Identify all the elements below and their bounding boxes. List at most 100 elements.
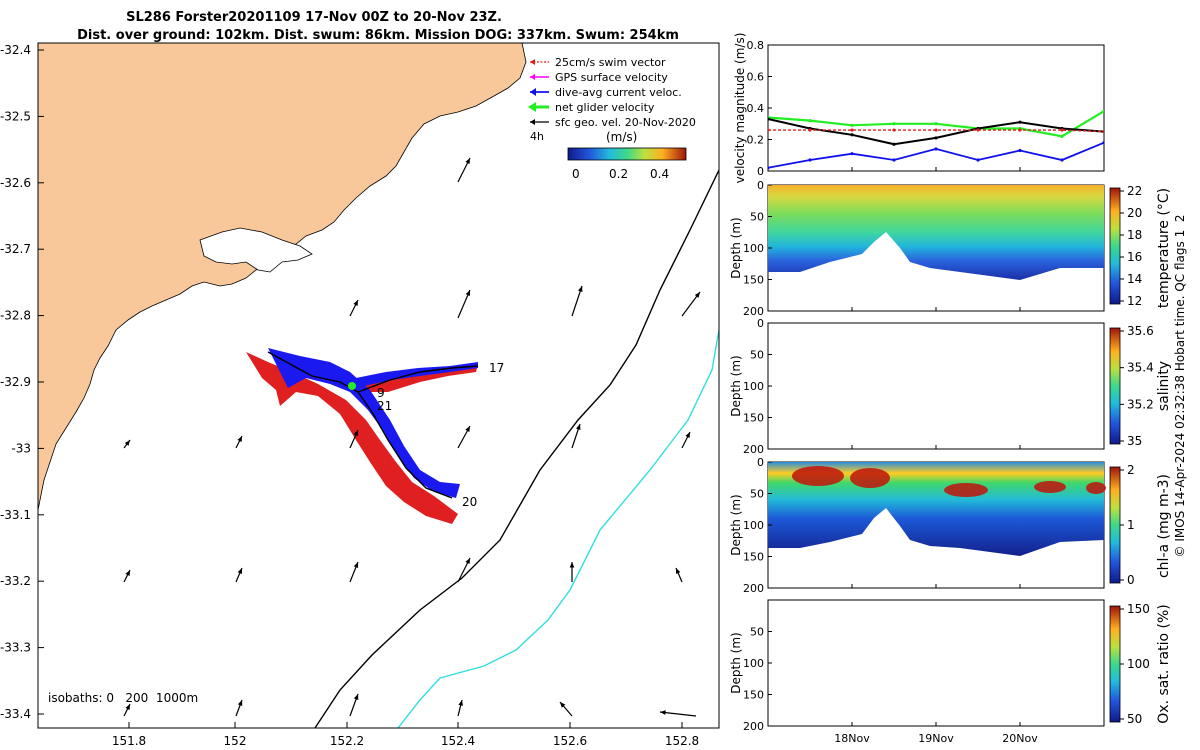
velocity-arrow [235, 435, 243, 449]
legend-net-glider-velocity: net glider velocity [528, 101, 655, 114]
velocity-point [850, 133, 854, 137]
legend-sfc-geo-velocity: sfc geo. vel. 20-Nov-2020 [530, 116, 696, 129]
depth-tick-label: 150 [743, 551, 764, 564]
velocity-arrow [569, 562, 575, 582]
velocity-ytick-label: 0.2 [747, 134, 765, 147]
temperature-colorbar [1109, 187, 1121, 305]
map-ytick-label: -32.5 [0, 109, 31, 123]
velocity-arrow [571, 285, 583, 317]
colorbar-tick-label: 1 [1127, 518, 1135, 532]
map-xtick-label: 152.6 [553, 734, 587, 748]
figure-title-line2: Dist. over ground: 102km. Dist. swum: 86… [77, 28, 679, 43]
colorbar-tick-label: 150 [1127, 602, 1150, 616]
depth-axis-label: Depth (m) [729, 494, 743, 555]
depth-axis-label: Depth (m) [729, 217, 743, 278]
velocity-arrow [123, 703, 131, 717]
velocity-arrow [457, 699, 463, 717]
time-tick-label: 18Nov [834, 732, 870, 745]
velocity-point [1018, 120, 1022, 124]
legend-swim-vector: 25cm/s swim vector [530, 56, 666, 69]
map-ytick-label: -32.9 [0, 375, 31, 389]
depth-tick-label: 200 [743, 443, 764, 456]
salinity-cbar-label: salinity [1156, 361, 1172, 411]
velocity-arrow [571, 423, 581, 449]
track-label-9: 9 [377, 386, 385, 400]
velocity-ytick-label: 0.6 [747, 71, 765, 84]
lagoon [199, 227, 313, 273]
depth-tick-label: 50 [750, 211, 764, 224]
colorbar-tick-label: 35 [1127, 434, 1142, 448]
speed-colorbar [567, 147, 687, 161]
velocity-point [808, 128, 812, 132]
map-xtick-label: 152.8 [665, 734, 699, 748]
colorbar-tick-label: 18 [1127, 228, 1142, 242]
oxygen-colorbar [1109, 605, 1121, 723]
depth-tick-label: 100 [743, 519, 764, 532]
swim-vector-swath [246, 352, 458, 524]
legend-4h-tag: 4h [530, 130, 544, 143]
velocity-arrow [681, 291, 701, 317]
colorbar-tick-label: 20 [1127, 206, 1142, 220]
time-tick-label: 20Nov [1002, 732, 1038, 745]
velocity-arrow [681, 431, 691, 449]
depth-tick-label: 50 [750, 488, 764, 501]
map-ytick-label: -33.2 [0, 574, 31, 588]
velocity-arrow [235, 567, 243, 583]
map-ytick-label: -33 [11, 441, 31, 455]
velocity-panel: 0 0.2 0.4 0.6 0.8 velocity magnitude (m/s) [733, 33, 1105, 183]
colorbar-tick: 0.4 [650, 167, 669, 181]
velocity-arrow [349, 429, 359, 449]
colorbar-tick-label: 2 [1127, 463, 1135, 477]
velocity-arrow [457, 425, 471, 449]
colorbar-tick-label: 35.2 [1127, 397, 1154, 411]
depth-tick-label: 150 [743, 274, 764, 287]
velocity-yticks: 0 0.2 0.4 0.6 0.8 [747, 39, 772, 178]
legend-label: dive-avg current veloc. [555, 86, 682, 99]
chla-colorbar [1109, 466, 1121, 584]
velocity-point [934, 147, 938, 151]
velocity-arrow [123, 439, 131, 449]
map-ytick-label: -33.1 [0, 508, 31, 522]
velocity-point [1102, 130, 1104, 134]
colorbar-tick-label: 35.6 [1127, 324, 1154, 338]
depth-tick-label: 0 [757, 317, 764, 330]
velocity-arrow [675, 567, 683, 583]
velocity-series [768, 109, 1104, 170]
velocity-point [1018, 128, 1022, 132]
velocity-arrow [235, 699, 243, 717]
track-label-20: 20 [462, 495, 477, 509]
geostrophic-velocity-arrows [123, 157, 701, 717]
colorbar-tick-label: 12 [1127, 294, 1142, 308]
track-label-17: 17 [489, 361, 504, 375]
map-axis-ticks: 151.8 152 152.2 152.4 152.6 152.8 -32.4 -32.5 -3… [0, 43, 699, 748]
depth-tick-label: 150 [743, 689, 764, 702]
velocity-point [768, 128, 770, 132]
velocity-point [1102, 141, 1104, 145]
depth-tick-label: 0 [757, 179, 764, 192]
isobaths-note: isobaths: 0 200 1000m [48, 691, 198, 705]
temperature-panel: temperature (°C) [767, 184, 1172, 312]
depth-axis-label: Depth (m) [729, 632, 743, 693]
legend-dive-avg-current: dive-avg current veloc. [530, 86, 682, 99]
depth-tick-label: 50 [750, 626, 764, 639]
map-ytick-label: -32.7 [0, 242, 31, 256]
arrow-left-icon [530, 59, 535, 65]
colorbar-tick: 0.2 [609, 167, 628, 181]
legend-label: net glider velocity [555, 101, 655, 114]
time-tick-label: 19Nov [918, 732, 954, 745]
map-ytick-label: -32.6 [0, 176, 31, 190]
temperature-section [768, 185, 1104, 280]
velocity-arrow [349, 561, 359, 583]
colorbar-tick-label: 14 [1127, 272, 1142, 286]
salinity-axes [767, 322, 1105, 450]
arrow-left-icon [530, 74, 535, 80]
velocity-point [892, 158, 896, 162]
velocity-point [1060, 128, 1064, 132]
map-ytick-label: -32.8 [0, 309, 31, 323]
figure-title-line1: SL286 Forster20201109 17-Nov 00Z to 20-N… [126, 10, 502, 25]
depth-axis-label: Depth (m) [729, 355, 743, 416]
velocity-point [1060, 134, 1064, 138]
arrow-left-icon [530, 88, 536, 96]
